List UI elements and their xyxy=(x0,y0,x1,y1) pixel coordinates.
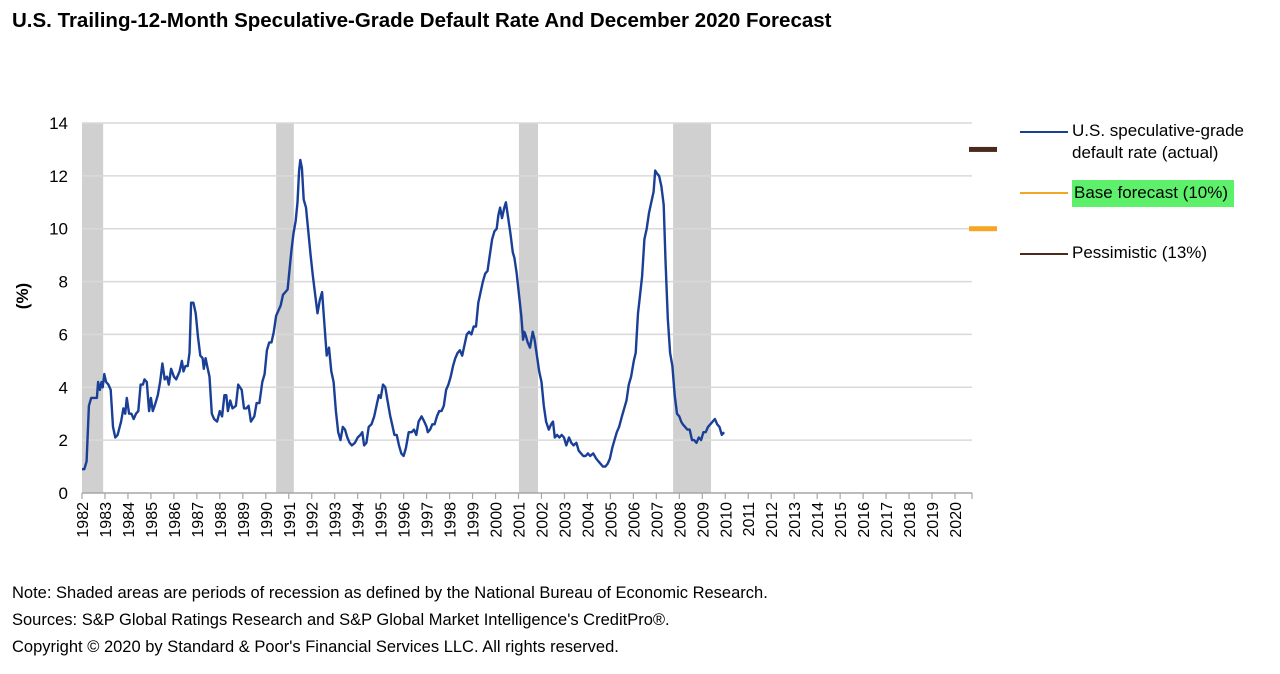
x-tick-label: 2005 xyxy=(603,502,620,538)
x-tick-label: 1998 xyxy=(443,502,460,538)
footnotes: Note: Shaded areas are periods of recess… xyxy=(12,580,768,661)
y-tick-label: 10 xyxy=(49,220,68,239)
x-tick-label: 2012 xyxy=(764,502,781,538)
legend-label-base: Base forecast (10%) xyxy=(1072,180,1235,207)
x-tick-label: 2018 xyxy=(902,502,919,538)
x-tick-label: 1997 xyxy=(420,502,437,538)
y-tick-label: 12 xyxy=(49,167,68,186)
x-tick-label: 1995 xyxy=(374,502,391,538)
x-tick-label: 1994 xyxy=(351,502,368,538)
x-tick-label: 1990 xyxy=(259,502,276,538)
recession-shading-group xyxy=(82,123,712,493)
chart-title: U.S. Trailing-12-Month Speculative-Grade… xyxy=(12,9,832,32)
x-tick-label: 2017 xyxy=(879,502,896,538)
legend-swatch-base xyxy=(1020,192,1068,194)
legend-label-actual-line2: default rate (actual) xyxy=(1072,143,1219,162)
x-tick-label: 1983 xyxy=(98,502,115,538)
recession-band xyxy=(82,123,104,493)
legend-swatch-pessimistic xyxy=(1020,253,1068,255)
x-tick-label: 2001 xyxy=(512,502,529,538)
x-tick-label: 2013 xyxy=(787,502,804,538)
x-tick-label: 2007 xyxy=(649,502,666,538)
gridlines xyxy=(82,122,972,441)
x-tick-label: 2016 xyxy=(856,502,873,538)
copyright-text: Copyright © 2020 by Standard & Poor's Fi… xyxy=(12,638,619,656)
series-line-actual xyxy=(82,158,726,471)
x-tick-label: 1991 xyxy=(282,502,299,538)
y-axis-label: (%) xyxy=(13,283,32,309)
x-tick-label: 1992 xyxy=(305,502,322,538)
x-tick-label: 1985 xyxy=(144,502,161,538)
forecast-marker-pessimistic xyxy=(969,146,997,152)
y-tick-label: 4 xyxy=(59,378,68,397)
x-tick-label: 1996 xyxy=(397,502,414,538)
recession-band xyxy=(518,123,539,493)
x-tick-label: 2014 xyxy=(810,502,827,538)
legend-label-pessimistic: Pessimistic (13%) xyxy=(1072,243,1208,262)
y-tick-label: 14 xyxy=(49,114,68,133)
recession-band xyxy=(276,123,294,493)
y-axis-ticks: 0 2 4 6 8 10 12 14 xyxy=(49,114,68,503)
legend-label-actual: U.S. speculative-grade default rate (act… xyxy=(1072,120,1244,164)
x-tick-label: 1988 xyxy=(213,502,230,538)
x-tick-label: 1984 xyxy=(121,502,138,538)
forecast-marker-base xyxy=(969,226,997,232)
x-tick-label: 2010 xyxy=(718,502,735,538)
legend-label-actual-line1: U.S. speculative-grade xyxy=(1072,121,1244,140)
x-tick-label: 2004 xyxy=(580,502,597,538)
x-tick-label: 2011 xyxy=(741,502,758,537)
x-axis: 1982 1983 1984 1985 1986 1987 1988 1989 1990 1991… xyxy=(75,492,973,538)
x-tick-label: 1982 xyxy=(75,502,92,538)
y-tick-label: 2 xyxy=(59,431,68,450)
y-tick-label: 8 xyxy=(59,273,68,292)
x-tick-label: 2009 xyxy=(695,502,712,538)
y-tick-label: 0 xyxy=(59,484,68,503)
sources-text: Sources: S&P Global Ratings Research and… xyxy=(12,611,670,629)
legend-swatch-actual xyxy=(1020,131,1068,133)
x-tick-label: 1999 xyxy=(466,502,483,538)
x-tick-label: 2006 xyxy=(626,502,643,538)
x-tick-label: 2019 xyxy=(925,502,942,538)
x-tick-label: 2020 xyxy=(948,502,965,538)
x-tick-label: 2000 xyxy=(489,502,506,538)
x-tick-label: 1989 xyxy=(236,502,253,538)
series-group xyxy=(82,158,726,471)
x-tick-label: 1993 xyxy=(328,502,345,538)
x-tick-label: 2002 xyxy=(534,502,551,538)
forecast-markers xyxy=(969,146,997,232)
x-tick-label: 2003 xyxy=(557,502,574,538)
note-text: Note: Shaded areas are periods of recess… xyxy=(12,584,768,602)
x-tick-label: 2015 xyxy=(833,502,850,538)
x-tick-label: 1987 xyxy=(190,502,207,538)
y-tick-label: 6 xyxy=(59,325,68,344)
x-tick-label: 2008 xyxy=(672,502,689,538)
x-tick-label: 1986 xyxy=(167,502,184,538)
